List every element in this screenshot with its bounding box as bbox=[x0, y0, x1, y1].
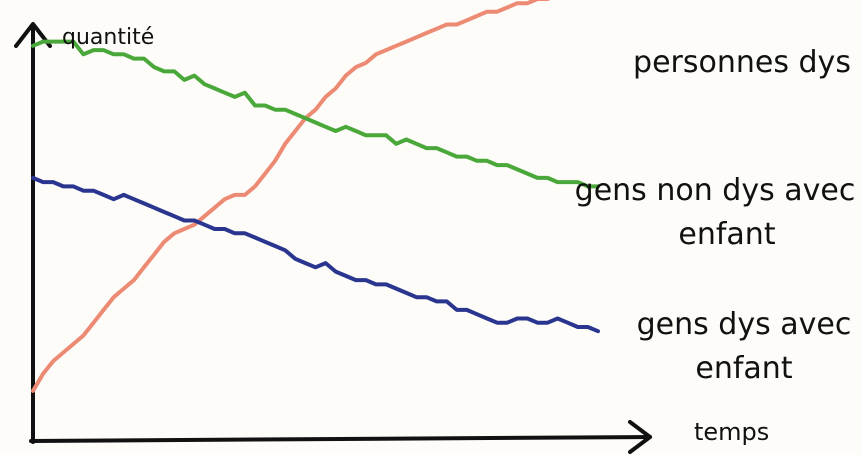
series-line-2 bbox=[31, 39, 600, 189]
x-axis-line bbox=[29, 435, 652, 443]
series-layer bbox=[31, 0, 600, 393]
y-axis-label: quantité bbox=[62, 25, 154, 50]
series-label-layer: personnes dys gens non dys avec enfant gens… bbox=[575, 45, 856, 386]
series-label-1: personnes dys bbox=[633, 45, 851, 80]
y-axis-arrow bbox=[14, 22, 52, 48]
series-label-3: gens dys avec enfant bbox=[637, 307, 852, 386]
x-axis-arrow bbox=[628, 420, 652, 454]
series-line-3 bbox=[31, 175, 600, 334]
x-axis-label: temps bbox=[694, 418, 769, 446]
series-line-1 bbox=[31, 0, 551, 393]
series-label-2: gens non dys avec enfant bbox=[575, 173, 856, 252]
